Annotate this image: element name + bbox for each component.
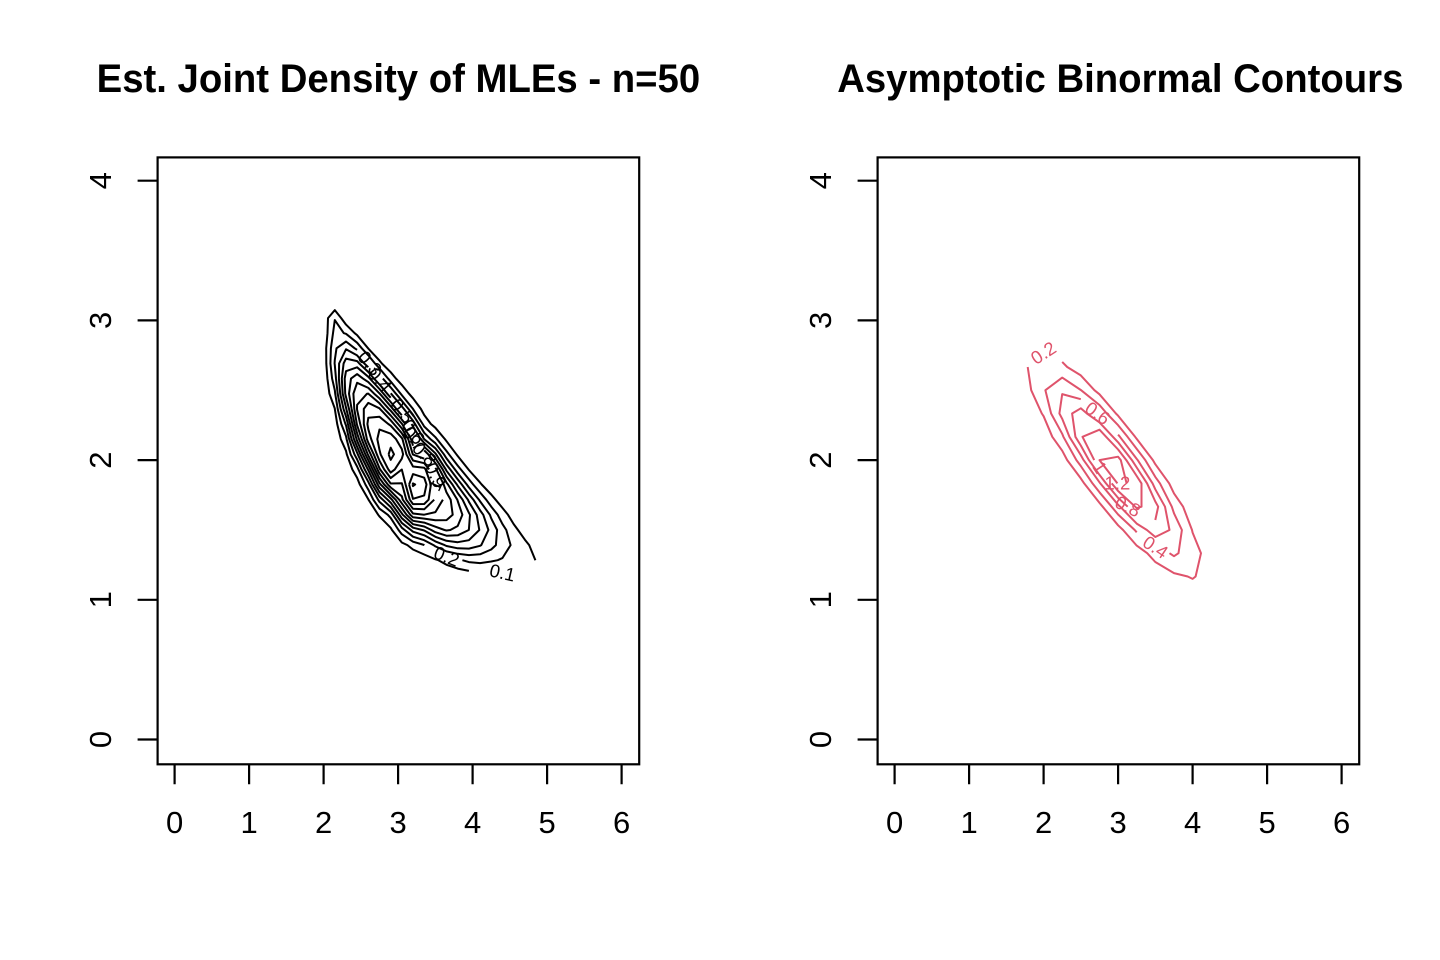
svg-text:0: 0 bbox=[166, 805, 183, 840]
svg-text:1: 1 bbox=[83, 591, 118, 608]
svg-text:3: 3 bbox=[803, 312, 838, 329]
svg-text:6: 6 bbox=[1333, 805, 1350, 840]
svg-text:2: 2 bbox=[803, 451, 838, 468]
svg-text:4: 4 bbox=[1184, 805, 1201, 840]
svg-text:0: 0 bbox=[803, 731, 838, 748]
svg-text:5: 5 bbox=[538, 805, 555, 840]
svg-text:3: 3 bbox=[389, 805, 406, 840]
svg-text:0: 0 bbox=[886, 805, 903, 840]
svg-text:4: 4 bbox=[83, 172, 118, 189]
svg-text:2: 2 bbox=[83, 451, 118, 468]
svg-text:2: 2 bbox=[1035, 805, 1052, 840]
svg-text:1: 1 bbox=[803, 591, 838, 608]
svg-text:3: 3 bbox=[83, 312, 118, 329]
svg-text:4: 4 bbox=[464, 805, 481, 840]
svg-text:5: 5 bbox=[1258, 805, 1275, 840]
svg-text:1: 1 bbox=[240, 805, 257, 840]
svg-text:6: 6 bbox=[613, 805, 630, 840]
svg-text:1: 1 bbox=[960, 805, 977, 840]
svg-text:3: 3 bbox=[1109, 805, 1126, 840]
svg-text:2: 2 bbox=[315, 805, 332, 840]
svg-text:Asymptotic Binormal Contours: Asymptotic Binormal Contours bbox=[837, 57, 1403, 101]
svg-text:4: 4 bbox=[803, 172, 838, 189]
svg-text:1.2: 1.2 bbox=[1105, 472, 1131, 493]
svg-text:Est. Joint Density of MLEs - n: Est. Joint Density of MLEs - n=50 bbox=[97, 57, 701, 101]
svg-text:0: 0 bbox=[83, 731, 118, 748]
